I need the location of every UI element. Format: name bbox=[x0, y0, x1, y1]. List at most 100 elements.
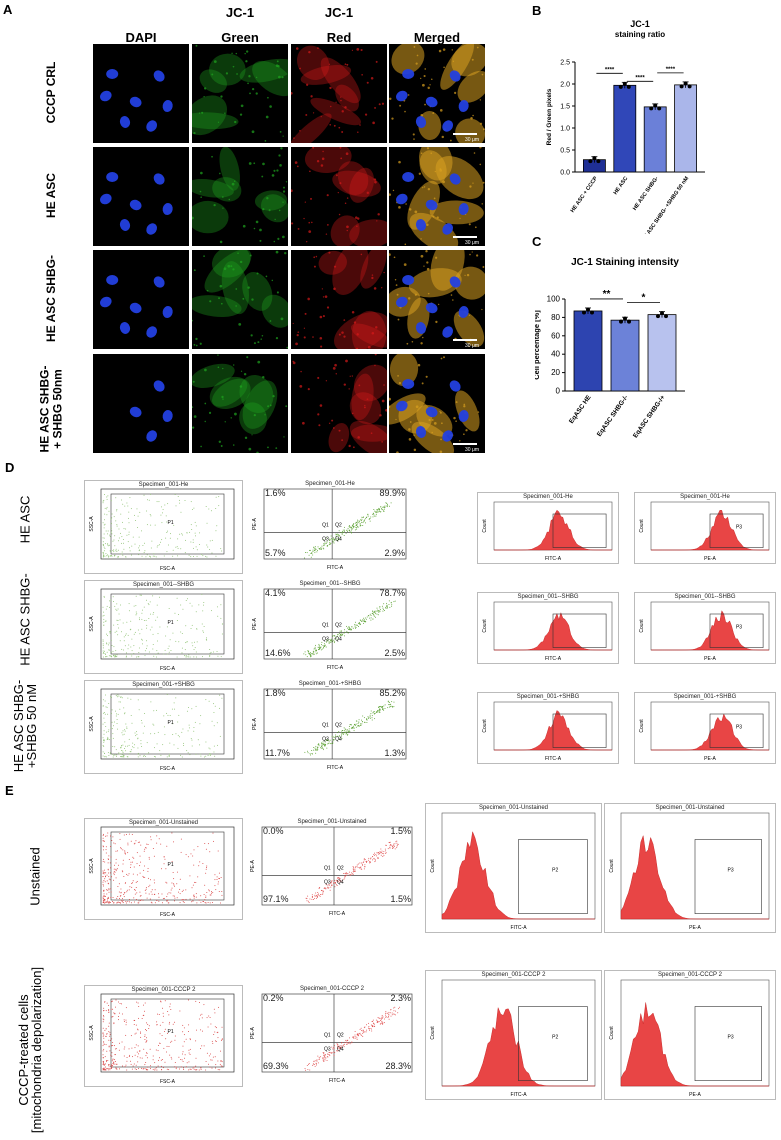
plot-title: Specimen_001-Unstained bbox=[128, 820, 199, 826]
quadrant-percent-q3: 5.7% bbox=[265, 548, 286, 558]
y-tick-label: 40 bbox=[551, 350, 560, 359]
quadrant-name: Q1 bbox=[322, 522, 329, 528]
y-axis-label: Count bbox=[609, 1026, 615, 1040]
gate-label: P3 bbox=[728, 1034, 734, 1040]
significance-label: **** bbox=[666, 67, 676, 73]
data-point bbox=[622, 81, 627, 86]
y-axis-label: Count bbox=[639, 719, 645, 733]
quadrant-plot: Specimen_001-CCCP 2 Q1 Q2 Q3 Q4 FITC-A PE-A 0.2… bbox=[248, 985, 416, 1085]
plot-title: Specimen_001--SHBG bbox=[517, 594, 579, 600]
y-tick-label: 20 bbox=[551, 368, 560, 377]
data-point bbox=[664, 314, 668, 319]
plot-title: Specimen_001--SHBG bbox=[674, 594, 736, 600]
plot-title: Specimen_001-He bbox=[305, 481, 355, 487]
quadrant-plot: Specimen_001--SHBG Q1 Q2 Q3 Q4 FITC-A PE-A 4.1%… bbox=[250, 580, 410, 672]
x-axis-label: FITC-A bbox=[510, 1092, 527, 1098]
y-axis-label: PE-A bbox=[252, 518, 258, 530]
column-header-line2: DAPI bbox=[125, 30, 157, 45]
column-header-line1: JC-1 bbox=[225, 5, 255, 20]
quadrant-percent-q2: 89.9% bbox=[379, 488, 405, 498]
bar bbox=[674, 84, 698, 173]
y-tick-label: 1.0 bbox=[560, 126, 570, 133]
quadrant-name: Q2 bbox=[335, 722, 342, 728]
quadrant-percent-q4: 1.3% bbox=[384, 748, 405, 758]
x-axis-label: PE-A bbox=[704, 756, 716, 762]
micrograph-merged: 30 μm bbox=[389, 147, 485, 246]
y-tick-label: 0.5 bbox=[560, 148, 570, 155]
micrograph-green bbox=[192, 147, 288, 246]
data-point bbox=[623, 316, 627, 321]
histogram-fill bbox=[620, 835, 769, 920]
data-point bbox=[657, 106, 662, 111]
data-point bbox=[626, 84, 631, 89]
row-label: CCCP CRL bbox=[43, 61, 58, 123]
quadrant-percent-q2: 2.3% bbox=[390, 993, 411, 1003]
scatter-plot: Specimen_001-CCCP 2 P1 FSC-A SSC-A bbox=[84, 985, 243, 1087]
data-point bbox=[618, 84, 623, 89]
gate-label: P1 bbox=[168, 1029, 174, 1035]
quadrant-percent-q2: 85.2% bbox=[379, 688, 405, 698]
y-axis-label: PE-A bbox=[250, 860, 256, 872]
plot-title: Specimen_001-+SHBG bbox=[516, 694, 580, 700]
y-tick-label: 1.5 bbox=[560, 104, 570, 111]
quadrant-name: Q4 bbox=[335, 536, 342, 542]
quadrant-plot: Specimen_001-He Q1 Q2 Q3 Q4 FITC-A PE-A 1.6% 89.… bbox=[250, 480, 410, 572]
scale-text: 30 μm bbox=[465, 447, 479, 453]
quadrant-name: Q4 bbox=[335, 736, 342, 742]
scale-text: 30 μm bbox=[465, 343, 479, 349]
data-point bbox=[649, 106, 654, 111]
y-tick-label: 2.5 bbox=[560, 60, 570, 67]
histogram-plot: Specimen_001-CCCP 2 P2 FITC-A Count bbox=[425, 970, 602, 1100]
micrograph-merged: 30 μm bbox=[389, 250, 485, 349]
quadrant-name: Q2 bbox=[337, 865, 344, 871]
category-label: EqASC SHBG-/- bbox=[596, 394, 630, 438]
plot-title: Specimen_001-Unstained bbox=[655, 805, 725, 811]
x-axis-label: FSC-A bbox=[160, 766, 176, 772]
quadrant-percent-q1: 0.0% bbox=[263, 826, 284, 836]
quadrant-name: Q3 bbox=[322, 636, 329, 642]
quadrant-plot: Specimen_001-Unstained Q1 Q2 Q3 Q4 FITC-A PE-A… bbox=[248, 818, 416, 918]
histogram-plot: Specimen_001--SHBG P3 PE-A Count bbox=[634, 592, 776, 664]
y-axis-label: Count bbox=[430, 859, 436, 873]
quadrant-percent-q4: 1.5% bbox=[390, 894, 411, 904]
plot-title: Specimen_001-+SHBG bbox=[298, 681, 362, 687]
y-tick-label: 80 bbox=[551, 313, 560, 322]
quadrant-percent-q1: 0.2% bbox=[263, 993, 284, 1003]
micrograph-green bbox=[192, 250, 288, 349]
flow-row-label: CCCP-treated cells [mitochondria depolar… bbox=[16, 966, 44, 1134]
micrograph-red bbox=[291, 354, 387, 453]
flow-row-label: Unstained bbox=[27, 847, 43, 906]
data-point bbox=[588, 159, 593, 164]
bar bbox=[643, 106, 667, 173]
gate-label: P3 bbox=[728, 867, 734, 873]
y-axis-label: PE-A bbox=[252, 618, 258, 630]
flow-row-label: HE ASC SHBG- bbox=[17, 573, 33, 666]
y-axis-label: SSC-A bbox=[89, 516, 95, 532]
x-axis-label: PE-A bbox=[689, 1092, 701, 1098]
category-label: EqASC HE bbox=[568, 394, 593, 425]
flow-row-label: HE ASC SHBG- +SHBG 50 nM bbox=[11, 679, 39, 773]
plot-title: Specimen_001-He bbox=[523, 494, 573, 500]
x-axis-label: FITC-A bbox=[545, 556, 562, 562]
histogram-plot: Specimen_001-He FITC-A Count bbox=[477, 492, 619, 564]
quadrant-percent-q1: 4.1% bbox=[265, 588, 286, 598]
y-axis-label: Count bbox=[430, 1026, 436, 1040]
scale-text: 30 μm bbox=[465, 240, 479, 246]
x-axis-label: FITC-A bbox=[329, 1078, 346, 1084]
histogram-plot: Specimen_001-He P3 PE-A Count bbox=[634, 492, 776, 564]
scatter-plot: Specimen_001--SHBG P1 FSC-A SSC-A bbox=[84, 580, 243, 674]
panel-letter-c: C bbox=[532, 234, 542, 249]
plot-title: Specimen_001-He bbox=[680, 494, 730, 500]
data-point bbox=[592, 156, 597, 161]
panel-letter-e: E bbox=[5, 783, 14, 798]
x-axis-label: FITC-A bbox=[545, 756, 562, 762]
plot-title: Specimen_001--SHBG bbox=[132, 582, 195, 588]
scatter-plot: Specimen_001-+SHBG P1 FSC-A SSC-A bbox=[84, 680, 243, 774]
panel-letter-a: A bbox=[3, 2, 13, 17]
x-axis-label: FSC-A bbox=[160, 566, 176, 572]
quadrant-name: Q1 bbox=[322, 622, 329, 628]
y-axis-label: Count bbox=[482, 619, 488, 633]
x-axis-label: FITC-A bbox=[327, 665, 344, 671]
category-label: HE ASC bbox=[613, 176, 630, 196]
x-axis-label: FITC-A bbox=[545, 656, 562, 662]
